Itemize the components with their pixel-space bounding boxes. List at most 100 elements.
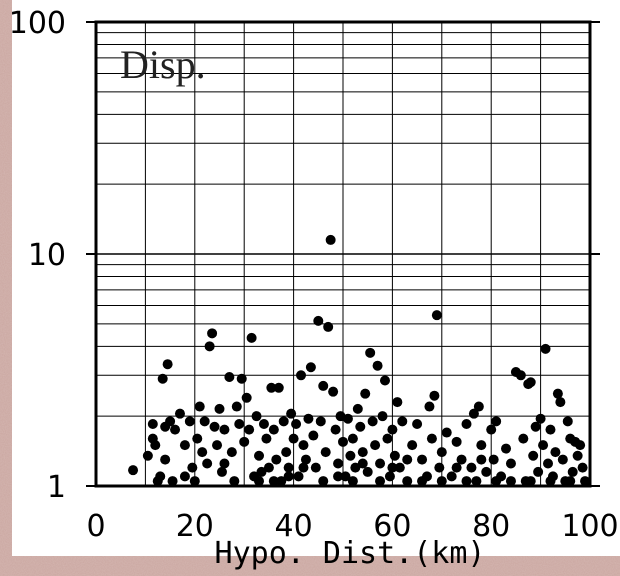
data-point	[263, 462, 274, 473]
data-point	[350, 462, 361, 473]
data-point	[219, 458, 230, 469]
data-point	[268, 424, 279, 435]
data-point	[357, 458, 368, 469]
data-point	[246, 332, 257, 343]
y-tick-label: 10	[28, 238, 66, 273]
data-point	[426, 433, 437, 444]
data-point	[550, 447, 561, 458]
data-point	[194, 401, 205, 412]
data-point	[258, 419, 269, 430]
data-point	[342, 413, 353, 424]
data-point	[244, 424, 255, 435]
data-point	[379, 375, 390, 386]
data-point	[540, 343, 551, 354]
data-point	[476, 454, 487, 465]
data-point	[300, 454, 311, 465]
data-point	[461, 476, 472, 487]
x-tick-label: 100	[561, 509, 618, 544]
data-point	[273, 382, 284, 393]
data-point	[394, 462, 405, 473]
data-point	[303, 413, 314, 424]
data-point	[424, 401, 435, 412]
data-point	[147, 419, 158, 430]
data-point	[214, 403, 225, 414]
data-point	[441, 427, 452, 438]
data-point	[533, 466, 544, 477]
data-point	[162, 359, 173, 370]
data-point	[412, 419, 423, 430]
data-point	[367, 416, 378, 427]
data-point	[389, 450, 400, 461]
data-point	[384, 471, 395, 482]
data-point	[505, 458, 516, 469]
data-point	[212, 440, 223, 451]
data-point	[562, 416, 573, 427]
data-point	[128, 465, 139, 476]
data-point	[340, 471, 351, 482]
data-point	[580, 476, 591, 487]
data-point	[150, 440, 161, 451]
data-point	[268, 476, 279, 487]
data-point	[199, 416, 210, 427]
data-point	[293, 471, 304, 482]
data-point	[486, 424, 497, 435]
data-point	[362, 466, 373, 477]
data-point	[310, 462, 321, 473]
data-point	[501, 443, 512, 454]
data-point	[333, 471, 344, 482]
data-point	[298, 440, 309, 451]
data-point	[318, 380, 329, 391]
data-point	[226, 447, 237, 458]
data-point	[535, 413, 546, 424]
data-point	[387, 424, 398, 435]
data-point	[471, 476, 482, 487]
data-point	[434, 462, 445, 473]
data-point	[557, 454, 568, 465]
data-point	[552, 388, 563, 399]
data-point	[436, 476, 447, 487]
data-point	[234, 419, 245, 430]
data-point	[278, 416, 289, 427]
data-point	[525, 377, 536, 388]
data-point	[254, 476, 265, 487]
data-point	[429, 390, 440, 401]
data-point	[407, 440, 418, 451]
data-point	[333, 458, 344, 469]
data-point	[315, 416, 326, 427]
data-point	[320, 447, 331, 458]
data-point	[451, 436, 462, 447]
data-point	[377, 411, 388, 422]
data-point	[251, 411, 262, 422]
data-point	[174, 408, 185, 419]
data-point	[402, 476, 413, 487]
x-tick-label: 80	[472, 509, 510, 544]
data-point	[338, 436, 348, 447]
data-point	[545, 424, 556, 435]
x-tick-label: 60	[373, 509, 411, 544]
data-point	[160, 454, 171, 465]
data-point	[157, 373, 168, 384]
data-points	[128, 234, 591, 487]
data-point	[392, 397, 403, 408]
data-point	[525, 476, 536, 487]
data-point	[565, 476, 576, 487]
data-point	[308, 430, 319, 441]
data-point	[473, 401, 484, 412]
data-point	[276, 476, 287, 487]
data-point	[224, 372, 235, 383]
data-point	[296, 370, 307, 381]
data-point	[207, 328, 218, 339]
data-point	[456, 454, 467, 465]
data-point	[575, 440, 586, 451]
data-point	[179, 440, 190, 451]
data-point	[291, 419, 302, 430]
plot-frame	[94, 20, 592, 488]
data-point	[347, 433, 358, 444]
data-point	[167, 476, 178, 487]
data-point	[545, 476, 556, 487]
data-point	[555, 397, 566, 408]
data-point	[402, 454, 413, 465]
data-point	[360, 388, 371, 399]
data-point	[330, 424, 341, 435]
